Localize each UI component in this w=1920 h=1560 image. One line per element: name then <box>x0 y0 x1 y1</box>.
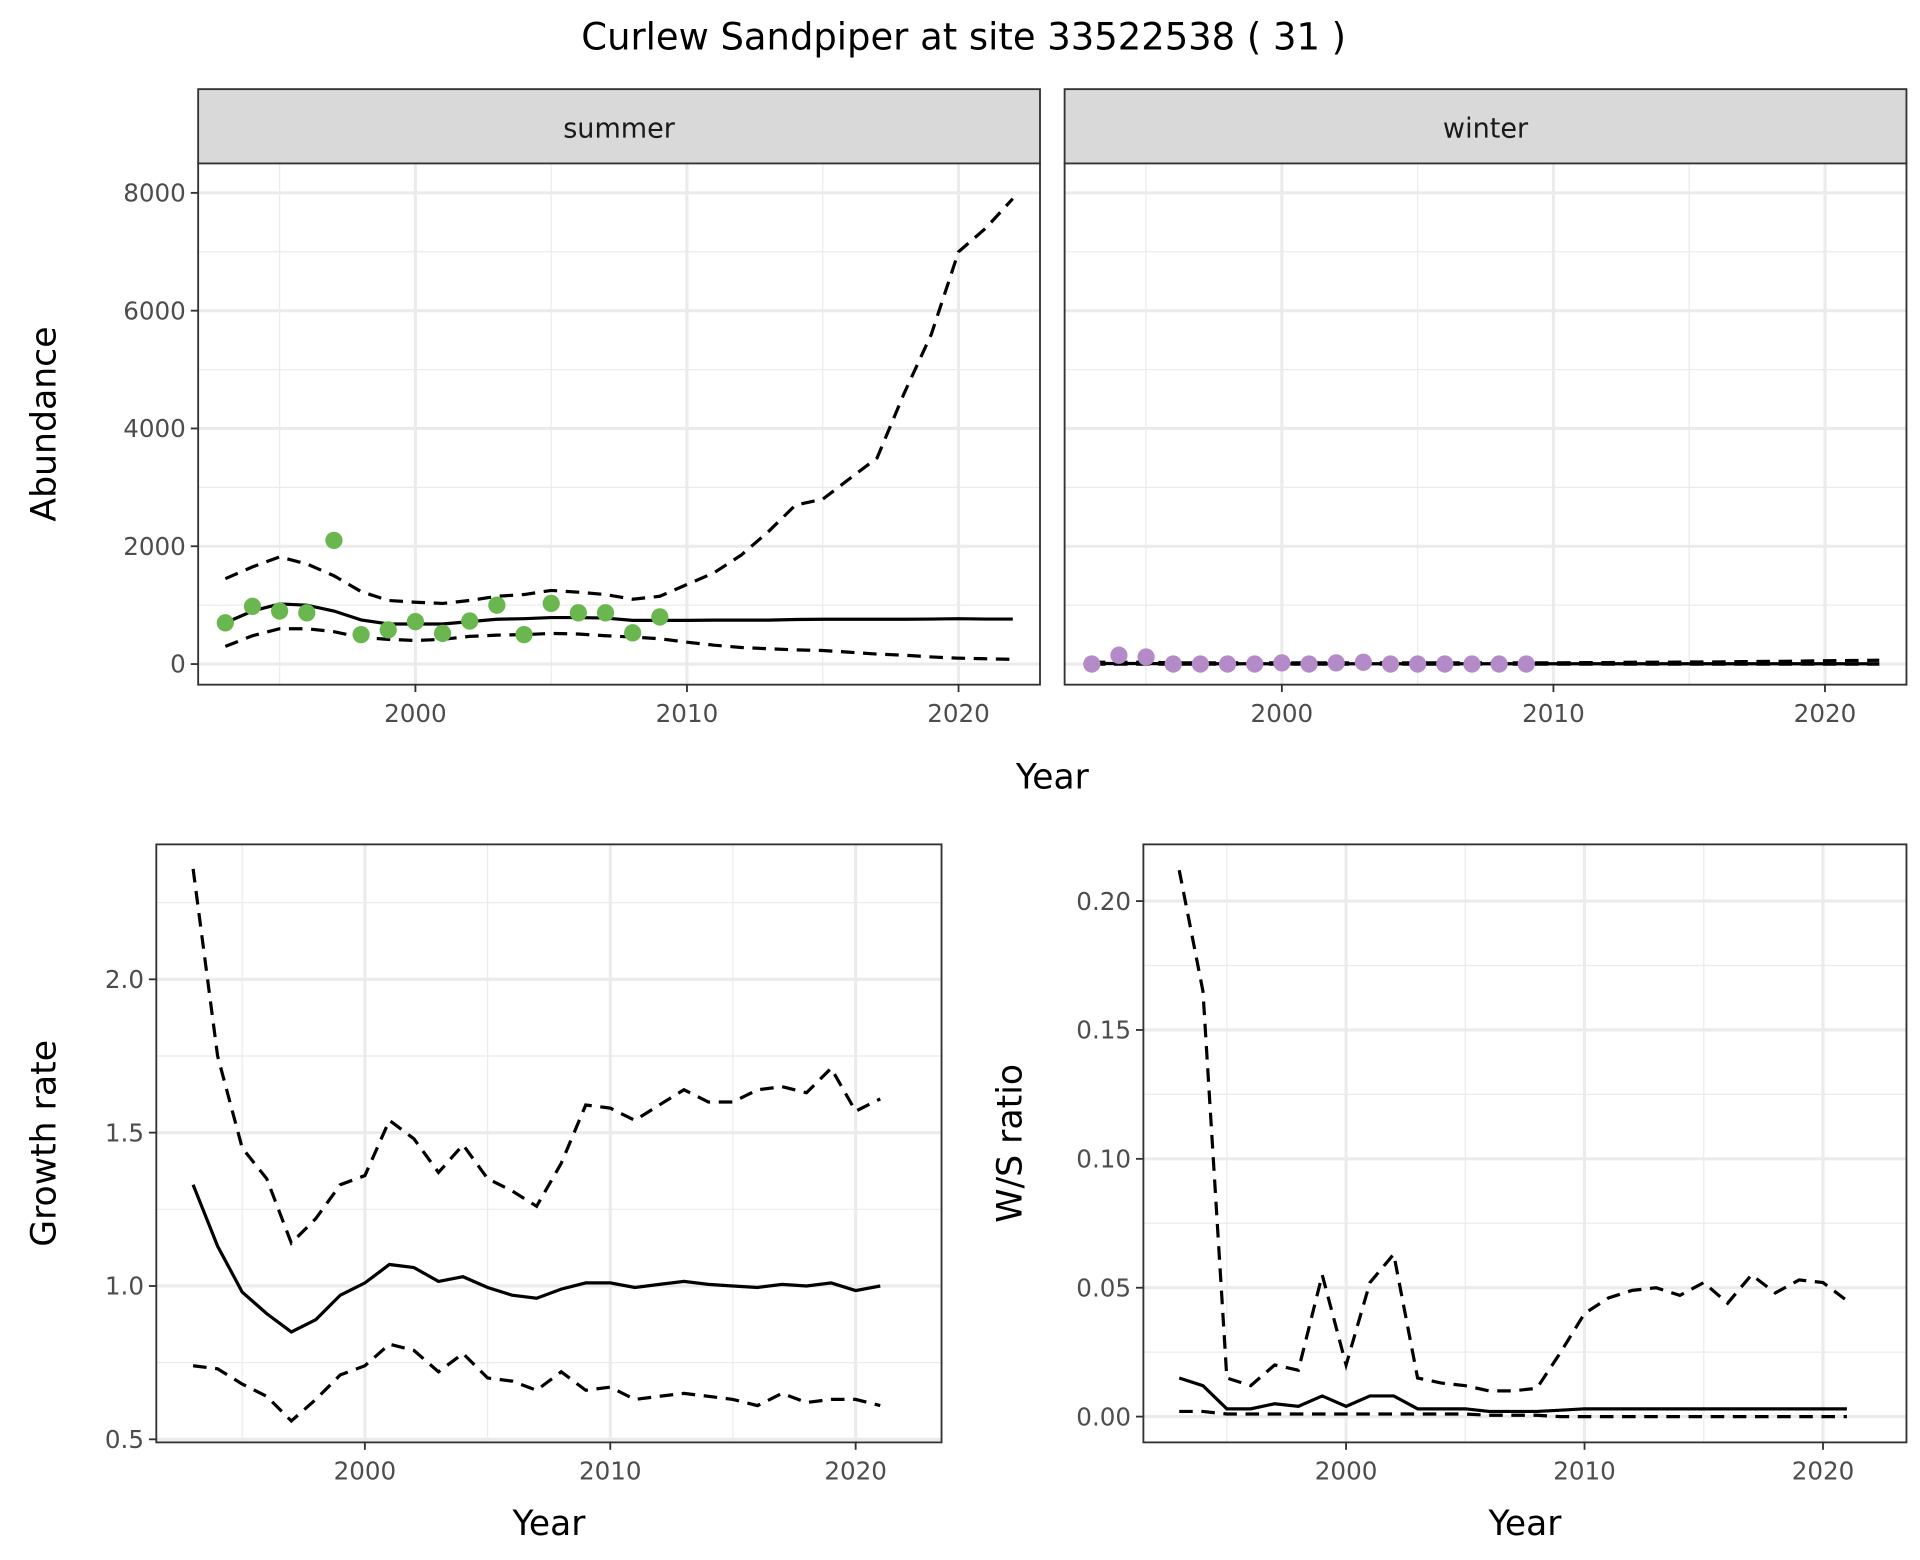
y-tick-label: 0.10 <box>1076 1144 1131 1173</box>
data-point <box>1137 648 1155 666</box>
y-tick-label: 4000 <box>123 414 186 443</box>
x-tick-label: 2010 <box>1522 699 1585 728</box>
data-point <box>1327 654 1345 672</box>
data-point <box>298 604 316 622</box>
y-tick-label: 8000 <box>123 178 186 207</box>
series-line-mean <box>224 602 1013 626</box>
x-tick-label: 2010 <box>1553 1456 1616 1485</box>
y-tick-label: 0.5 <box>105 1425 144 1454</box>
chart-title: Curlew Sandpiper at site 33522538 ( 31 ) <box>581 15 1346 58</box>
x-axis-title: Year <box>1487 1504 1562 1544</box>
strip-winter-label: winter <box>1443 113 1529 144</box>
data-point <box>569 604 587 622</box>
data-point <box>1191 655 1210 673</box>
data-point <box>624 624 642 642</box>
y-axis-title: Abundance <box>24 326 64 521</box>
x-tick-label: 2000 <box>384 699 447 728</box>
data-point <box>461 612 479 630</box>
x-tick-label: 2020 <box>1794 699 1857 728</box>
x-tick-label: 2000 <box>1315 1456 1378 1485</box>
y-tick-label: 2.0 <box>105 965 144 994</box>
data-point <box>1083 655 1101 673</box>
series-line-upper <box>191 868 881 1246</box>
data-point <box>1218 655 1237 673</box>
data-point <box>542 594 560 613</box>
x-tick-label: 2010 <box>656 699 719 728</box>
y-tick-label: 0.00 <box>1076 1402 1131 1431</box>
panel-border <box>1063 162 1908 686</box>
data-point <box>1517 655 1535 673</box>
y-tick-label: 6000 <box>123 296 186 325</box>
data-point <box>515 625 533 644</box>
data-point <box>243 597 262 616</box>
data-point <box>1110 646 1128 664</box>
panel-w-s-ratio: 2000 2010 2020 0.00 0.05 0.10 0.15 0.20 W/S rati… <box>991 843 1908 1544</box>
y-tick-label: 2000 <box>123 532 186 561</box>
data-point <box>1300 655 1318 673</box>
data-point <box>216 614 234 632</box>
series-line-upper <box>224 197 1014 606</box>
strip-summer-bg <box>197 88 1041 165</box>
data-point <box>1490 655 1508 673</box>
data-point <box>1246 655 1264 673</box>
y-tick-label: 0.20 <box>1076 887 1131 916</box>
data-point <box>325 531 343 550</box>
data-point <box>379 621 397 639</box>
data-point <box>596 604 615 622</box>
x-tick-label: 2020 <box>824 1456 887 1485</box>
panel-winter: 2000 2010 2020 <box>1063 162 1908 728</box>
data-point <box>433 624 452 643</box>
data-point <box>406 612 425 631</box>
x-tick-label: 2000 <box>1251 699 1314 728</box>
data-point <box>1463 655 1481 673</box>
y-tick-label: 0 <box>170 650 186 679</box>
y-tick-label: 1.0 <box>105 1272 144 1301</box>
plot-background <box>1064 163 1907 685</box>
plot-background <box>1143 844 1907 1443</box>
data-point <box>352 625 370 644</box>
plot-background <box>156 844 942 1443</box>
series-line-lower <box>192 1342 881 1424</box>
y-axis-title: Growth rate <box>24 1040 64 1247</box>
series-line-upper <box>1177 869 1848 1393</box>
data-point <box>1354 653 1372 671</box>
x-tick-label: 2020 <box>927 699 990 728</box>
y-tick-label: 0.05 <box>1076 1273 1131 1302</box>
y-tick-label: 1.5 <box>105 1118 144 1147</box>
series-line-mean <box>1178 1376 1847 1414</box>
data-point <box>1436 655 1454 673</box>
series-line-mean <box>191 1184 881 1334</box>
x-tick-label: 2020 <box>1792 1456 1855 1485</box>
y-axis-title: W/S ratio <box>991 1064 1031 1223</box>
strip-winter-bg <box>1063 88 1908 165</box>
y-tick-label: 0.15 <box>1076 1016 1131 1045</box>
panel-border <box>1142 843 1908 1444</box>
panel-summer: 2000 2010 2020 0 2000 4000 6000 8000 Abundance <box>24 162 1041 728</box>
x-tick-label: 2010 <box>579 1456 642 1485</box>
series-line-lower <box>1179 1409 1847 1419</box>
x-axis-title: Year <box>511 1504 586 1544</box>
panel-border <box>197 162 1041 686</box>
data-point <box>488 596 506 614</box>
plot-background <box>198 163 1041 685</box>
panel-growth-rate: 2000 2010 2020 0.5 1.0 1.5 2.0 Growth rate Year <box>24 843 943 1544</box>
data-point <box>651 608 669 626</box>
x-tick-label: 2000 <box>334 1456 397 1485</box>
data-point <box>1381 655 1400 673</box>
top-x-axis-title: Year <box>1015 758 1090 798</box>
data-point <box>1273 654 1291 672</box>
strip-summer-label: summer <box>563 113 676 144</box>
panel-border <box>155 843 943 1444</box>
data-point <box>1409 655 1427 673</box>
data-point <box>271 602 289 620</box>
data-point <box>1164 655 1182 673</box>
